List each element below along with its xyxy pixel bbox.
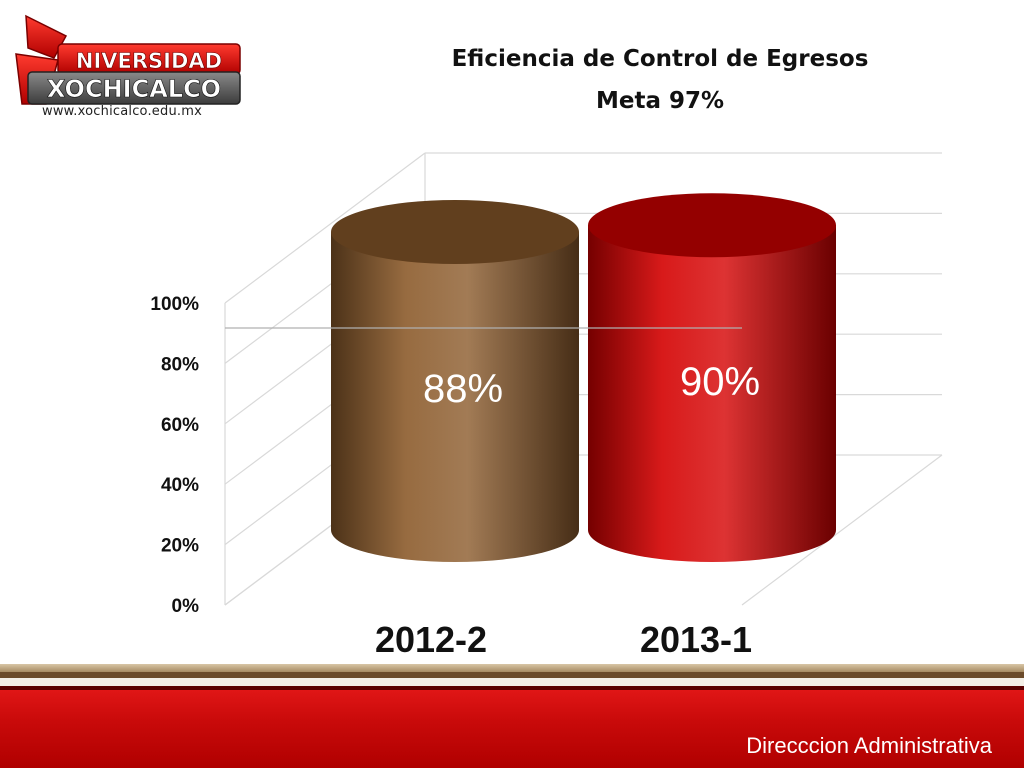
gridline-side: [224, 152, 426, 304]
footer-stripe: [0, 686, 1024, 690]
footer-bar: Direcccion Administrativa: [0, 664, 1024, 768]
bar-top-2013-1: [588, 193, 836, 258]
logo-word-top: NIVERSIDAD: [76, 49, 222, 73]
footer-stripe: [0, 664, 1024, 672]
data-label: 88%: [423, 367, 503, 411]
footer-stripe: [0, 672, 1024, 678]
chart-title: Eficiencia de Control de Egresos: [451, 46, 869, 72]
y-tick-label: 20%: [161, 536, 199, 557]
bar-top-2012-2: [331, 200, 579, 264]
data-label: 90%: [680, 360, 760, 404]
x-category-label: 2013-1: [640, 619, 752, 660]
y-tick-label: 80%: [161, 354, 199, 375]
y-tick-label: 0%: [172, 596, 200, 617]
y-tick-label: 40%: [161, 475, 199, 496]
university-logo: NIVERSIDAD XOCHICALCO: [15, 14, 241, 105]
x-category-label: 2012-2: [375, 619, 487, 660]
logo-url: www.xochicalco.edu.mx: [42, 104, 202, 119]
y-tick-label: 100%: [150, 294, 199, 315]
bar-chart: 0% 20% 40% 60% 80% 100% 88% 90% 2012-2 2013-1: [150, 152, 943, 660]
floor-right-edge: [741, 454, 943, 606]
footer-text: Direcccion Administrativa: [746, 733, 992, 758]
logo-word-bottom: XOCHICALCO: [47, 75, 221, 103]
bar-2012-2: [331, 232, 579, 562]
footer-band: [0, 690, 1024, 768]
bar-2013-1: [588, 225, 836, 562]
footer-stripe: [0, 678, 1024, 686]
chart-subtitle: Meta 97%: [595, 88, 725, 114]
y-tick-label: 60%: [161, 415, 199, 436]
